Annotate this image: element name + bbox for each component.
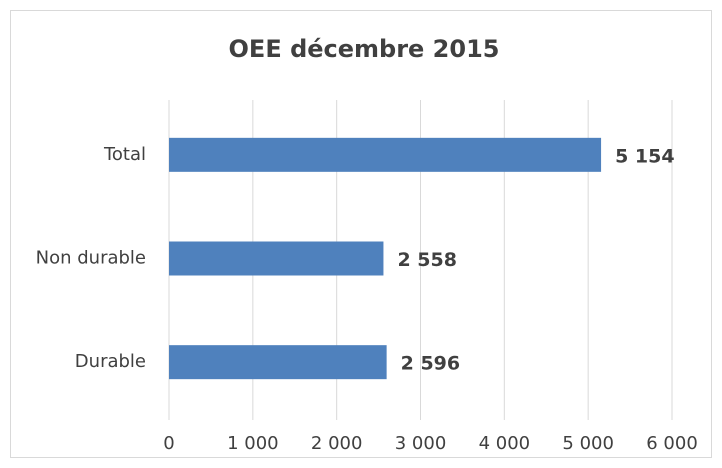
x-tick-label: 1 000 bbox=[227, 433, 279, 454]
value-label: 5 154 bbox=[615, 145, 675, 167]
x-tick-label: 3 000 bbox=[395, 433, 447, 454]
x-tick-label: 6 000 bbox=[646, 433, 698, 454]
x-tick-label: 5 000 bbox=[562, 433, 614, 454]
x-tick-label: 2 000 bbox=[311, 433, 363, 454]
bar bbox=[169, 137, 602, 172]
value-label: 2 558 bbox=[397, 249, 457, 271]
y-tick-label: Durable bbox=[75, 351, 146, 372]
bar bbox=[169, 241, 384, 276]
chart-border bbox=[10, 10, 712, 458]
value-label: 2 596 bbox=[401, 353, 461, 375]
bar bbox=[169, 345, 387, 380]
x-tick-label: 0 bbox=[163, 433, 174, 454]
x-tick-label: 4 000 bbox=[479, 433, 531, 454]
y-tick-label: Non durable bbox=[36, 248, 146, 269]
y-tick-label: Total bbox=[103, 144, 146, 165]
chart-title: OEE décembre 2015 bbox=[229, 35, 500, 63]
